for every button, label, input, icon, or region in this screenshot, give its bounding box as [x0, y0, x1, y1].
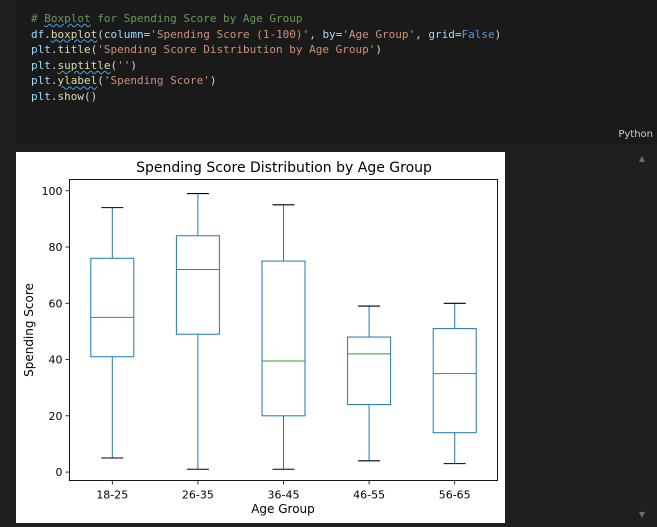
- code-token: 'Spending Score Distribution by Age Grou…: [97, 43, 376, 57]
- code-token: (: [97, 74, 104, 88]
- code-token: (: [110, 58, 118, 72]
- code-token: .: [50, 89, 58, 103]
- code-token: column: [103, 27, 144, 41]
- scroll-down-icon[interactable]: ▼: [638, 510, 646, 519]
- code-token: ): [375, 43, 383, 57]
- code-token: grid: [428, 27, 455, 41]
- code-token: (: [90, 43, 98, 57]
- code-token: 'Spending Score': [103, 74, 210, 88]
- code-token: #: [31, 12, 45, 25]
- code-token: .: [50, 74, 58, 88]
- code-token: by: [322, 27, 336, 41]
- code-token: boxplot: [50, 27, 98, 41]
- box-36-45: [261, 204, 306, 470]
- iqr-box: [261, 260, 306, 417]
- code-token: ): [209, 74, 217, 88]
- code-line[interactable]: plt.ylabel('Spending Score'): [31, 73, 501, 89]
- x-tick-label: 18-25: [96, 489, 128, 502]
- code-token: =: [335, 27, 343, 41]
- y-tick-label: 100: [42, 185, 63, 198]
- y-tick-label: 20: [49, 410, 63, 423]
- iqr-box: [347, 336, 392, 406]
- x-axis: 18-25 26-35 36-45 46-55 56-65: [96, 480, 471, 502]
- code-line[interactable]: plt.show(): [31, 89, 501, 105]
- code-token: Boxplot: [44, 12, 91, 25]
- code-lines[interactable]: # Boxplot for Spending Score by Age Grou…: [31, 11, 501, 105]
- code-token: df: [31, 27, 45, 41]
- x-tick-label: 36-45: [268, 489, 300, 502]
- code-token: ): [494, 27, 502, 41]
- code-token: =: [454, 27, 462, 41]
- box-18-25: [90, 207, 135, 459]
- code-line[interactable]: plt.title('Spending Score Distribution b…: [31, 42, 501, 58]
- code-token: ): [130, 58, 137, 72]
- code-line[interactable]: # Boxplot for Spending Score by Age Grou…: [31, 11, 501, 27]
- code-token: 'Age Group': [342, 27, 416, 41]
- code-token: title: [57, 43, 91, 57]
- y-tick-label: 80: [49, 241, 63, 254]
- code-token: ylabel: [57, 74, 98, 88]
- iqr-box: [175, 235, 220, 335]
- code-token: '': [117, 58, 131, 72]
- code-token: (: [97, 27, 104, 41]
- box-46-55: [347, 305, 392, 462]
- code-token: show: [57, 89, 85, 103]
- language-label[interactable]: Python: [618, 129, 653, 140]
- y-tick-label: 0: [56, 466, 63, 479]
- scroll-up-icon[interactable]: ▲: [638, 154, 646, 163]
- x-tick-label: 46-55: [353, 489, 385, 502]
- code-cell[interactable]: # Boxplot for Spending Score by Age Grou…: [0, 0, 657, 145]
- code-token: .: [50, 43, 58, 57]
- code-token: =: [143, 27, 151, 41]
- code-token: 'Spending Score (1-100)': [150, 27, 310, 41]
- code-token: plt: [31, 58, 51, 72]
- code-line[interactable]: df.boxplot(column='Spending Score (1-100…: [31, 27, 501, 43]
- x-tick-label: 26-35: [182, 489, 214, 502]
- boxplot-chart: Spending Score Distribution by Age Group…: [22, 160, 498, 516]
- code-token: .: [50, 58, 58, 72]
- box-26-35: [175, 193, 220, 470]
- x-tick-label: 56-65: [439, 489, 471, 502]
- box-series: [90, 193, 477, 470]
- y-tick-label: 60: [49, 297, 63, 310]
- code-editor[interactable]: # Boxplot for Spending Score by Age Grou…: [14, 0, 657, 145]
- box-56-65: [432, 302, 477, 465]
- code-line[interactable]: plt.suptitle(''): [31, 58, 501, 74]
- boxplot-figure: Spending Score Distribution by Age Group…: [16, 152, 505, 523]
- y-axis-label: Spending Score: [22, 283, 36, 377]
- y-tick-label: 40: [49, 354, 63, 367]
- code-token: ,: [309, 27, 323, 41]
- chart-title: Spending Score Distribution by Age Group: [136, 160, 432, 176]
- code-token: for Spending Score by Age Group: [90, 12, 303, 25]
- iqr-box: [90, 257, 135, 358]
- x-axis-label: Age Group: [251, 502, 315, 516]
- y-axis: 0 20 40 60 80 100: [42, 185, 70, 479]
- code-token: (): [84, 89, 98, 103]
- output-area: Spending Score Distribution by Age Group…: [0, 145, 657, 523]
- code-token: .: [44, 27, 51, 41]
- code-token: plt: [31, 74, 51, 88]
- iqr-box: [432, 328, 477, 434]
- code-token: False: [461, 27, 495, 41]
- code-token: plt: [31, 43, 51, 57]
- code-token: ,: [415, 27, 429, 41]
- code-token: plt: [31, 89, 51, 103]
- code-token: suptitle: [57, 58, 111, 72]
